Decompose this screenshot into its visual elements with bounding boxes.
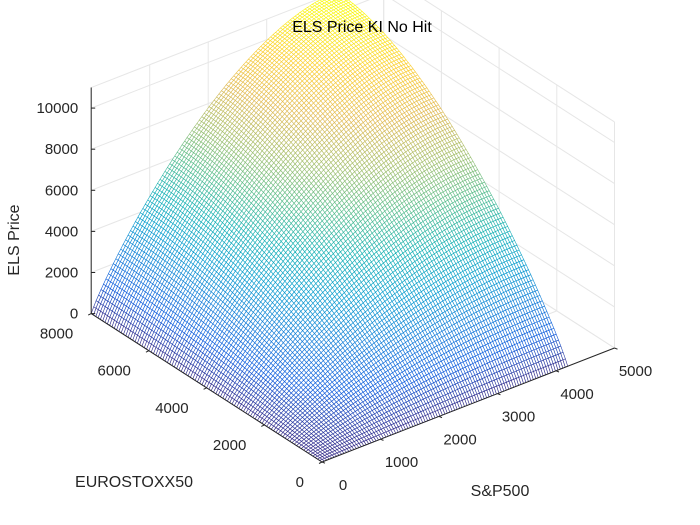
wall-grid-line <box>423 0 615 123</box>
wall-grid-line <box>91 0 318 89</box>
wall-grid-line <box>383 34 615 185</box>
surface-mesh <box>90 0 569 463</box>
wall-grid-line <box>391 0 615 143</box>
